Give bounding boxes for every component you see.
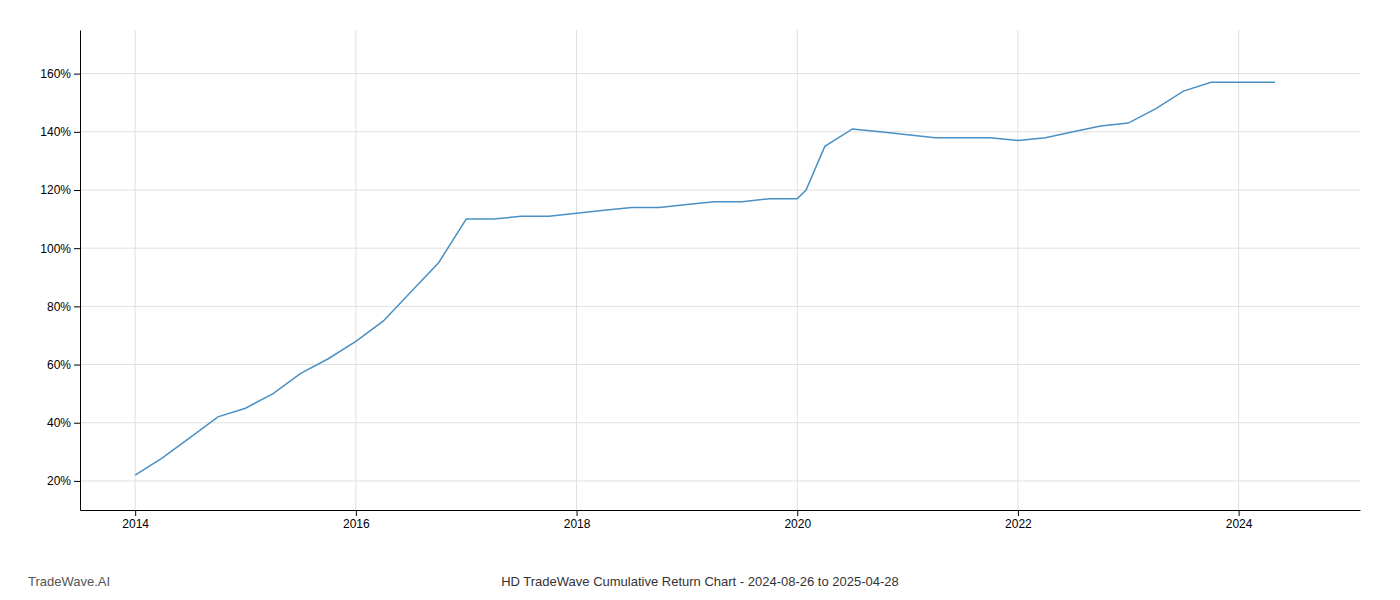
y-grid-line <box>80 190 1360 191</box>
y-grid-line <box>80 131 1360 132</box>
y-tick-label: 20% <box>47 474 71 488</box>
y-tick: 40% <box>47 416 80 430</box>
y-tick-mark <box>74 248 80 249</box>
x-tick-mark <box>356 510 357 516</box>
y-tick-mark <box>74 365 80 366</box>
x-grid-line <box>1017 30 1018 510</box>
y-grid-line <box>80 364 1360 365</box>
x-tick-label: 2018 <box>564 517 591 531</box>
y-grid-line <box>80 73 1360 74</box>
x-tick-label: 2014 <box>122 517 149 531</box>
y-tick: 20% <box>47 474 80 488</box>
x-tick-mark <box>1239 510 1240 516</box>
x-tick-label: 2020 <box>784 517 811 531</box>
x-axis-line <box>81 510 1361 511</box>
y-axis-line <box>80 31 81 511</box>
watermark: TradeWave.AI <box>28 574 110 589</box>
y-tick-label: 160% <box>40 67 71 81</box>
y-tick-label: 60% <box>47 358 71 372</box>
x-tick-label: 2024 <box>1226 517 1253 531</box>
x-grid-line <box>797 30 798 510</box>
x-grid-line <box>576 30 577 510</box>
y-grid-line <box>80 422 1360 423</box>
data-line <box>135 82 1275 475</box>
x-tick-label: 2016 <box>343 517 370 531</box>
plot-area <box>135 82 1275 475</box>
x-tick: 2022 <box>1005 510 1032 531</box>
y-tick-label: 120% <box>40 183 71 197</box>
y-tick-label: 80% <box>47 300 71 314</box>
x-tick: 2018 <box>564 510 591 531</box>
y-tick-mark <box>74 481 80 482</box>
y-grid-line <box>80 306 1360 307</box>
x-tick-mark <box>577 510 578 516</box>
x-tick-mark <box>797 510 798 516</box>
y-grid-line <box>80 248 1360 249</box>
y-tick-label: 100% <box>40 242 71 256</box>
grid <box>80 30 1360 510</box>
x-tick-mark <box>135 510 136 516</box>
x-tick: 2020 <box>784 510 811 531</box>
chart-svg: 2014 2016 2018 2020 2022 2024 20% 40% 60% 80% 100%… <box>0 0 1400 600</box>
y-tick-mark <box>74 132 80 133</box>
chart-title: HD TradeWave Cumulative Return Chart - 2… <box>501 574 899 589</box>
chart-container: 2014 2016 2018 2020 2022 2024 20% 40% 60% 80% 100%… <box>0 0 1400 600</box>
y-axis: 20% 40% 60% 80% 100% 120% 140% 160% <box>40 31 80 511</box>
x-grid-line <box>1238 30 1239 510</box>
x-tick-mark <box>1018 510 1019 516</box>
y-tick-label: 140% <box>40 125 71 139</box>
y-grid-line <box>80 480 1360 481</box>
x-axis: 2014 2016 2018 2020 2022 2024 <box>81 510 1361 531</box>
y-tick-mark <box>74 74 80 75</box>
y-tick: 100% <box>40 242 80 256</box>
x-grid-line <box>355 30 356 510</box>
y-tick: 140% <box>40 125 80 139</box>
y-tick-mark <box>74 306 80 307</box>
x-grid-line <box>135 30 136 510</box>
x-tick: 2016 <box>343 510 370 531</box>
x-tick: 2014 <box>122 510 149 531</box>
y-tick: 160% <box>40 67 80 81</box>
y-tick-label: 40% <box>47 416 71 430</box>
y-tick: 120% <box>40 183 80 197</box>
x-tick: 2024 <box>1226 510 1253 531</box>
y-tick: 80% <box>47 300 80 314</box>
y-tick: 60% <box>47 358 80 372</box>
y-tick-mark <box>74 423 80 424</box>
y-tick-mark <box>74 190 80 191</box>
x-tick-label: 2022 <box>1005 517 1032 531</box>
